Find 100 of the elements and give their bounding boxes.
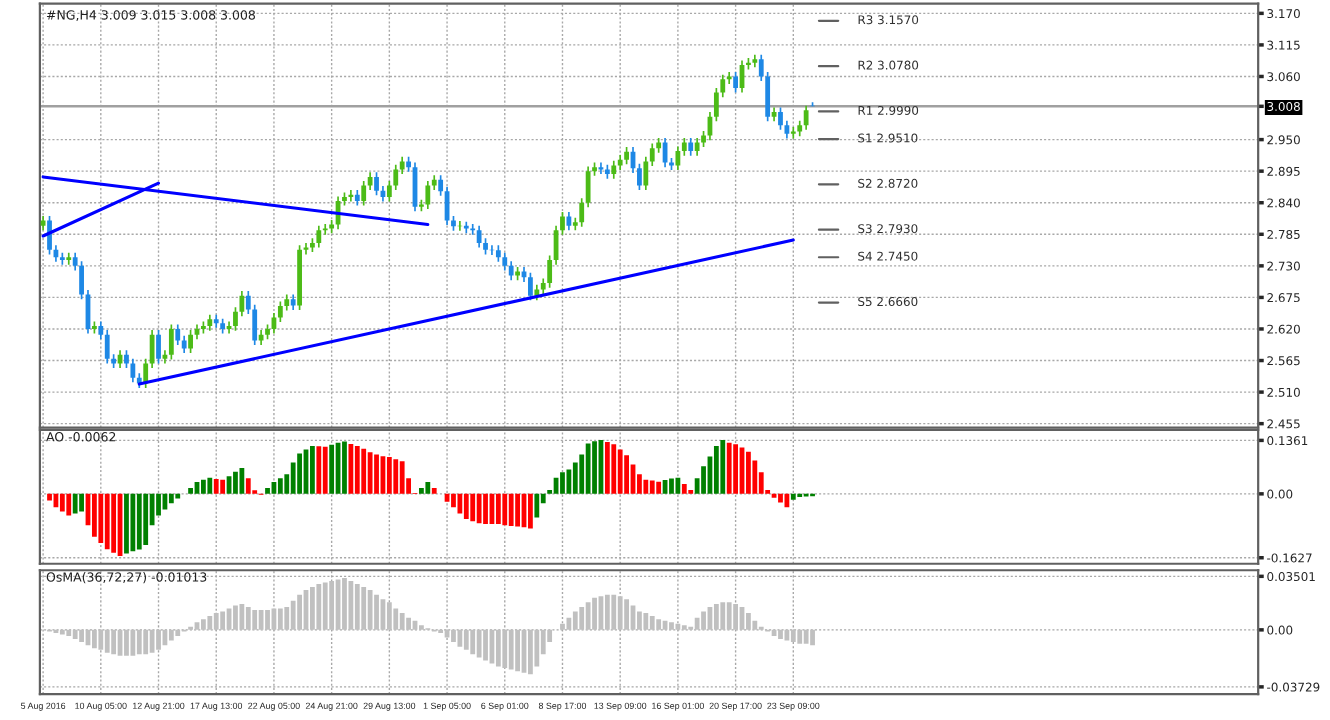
candlestick: [528, 271, 533, 302]
bar: [566, 469, 572, 494]
bar: [168, 629, 174, 641]
bar: [579, 606, 585, 630]
bar: [220, 479, 226, 494]
bar: [681, 484, 687, 494]
bar: [451, 629, 456, 643]
bar: [316, 584, 322, 630]
bar: [560, 623, 565, 630]
bar: [675, 623, 681, 630]
bar: [130, 493, 136, 552]
bar: [233, 605, 238, 630]
bar: [669, 622, 674, 630]
bar: [643, 613, 649, 630]
bar: [733, 603, 739, 630]
bar: [810, 629, 815, 646]
bar: [726, 442, 732, 494]
bar: [98, 493, 104, 543]
bar: [47, 493, 52, 501]
bar: [386, 456, 392, 494]
bar: [297, 594, 302, 630]
bar: [72, 493, 78, 514]
bar: [297, 453, 302, 494]
bar: [483, 629, 488, 661]
candlestick: [361, 180, 367, 207]
bar: [508, 493, 514, 527]
bar: [252, 609, 258, 630]
bar: [79, 493, 84, 512]
bar: [98, 629, 104, 650]
bar: [476, 493, 482, 524]
bar: [258, 609, 264, 630]
bar: [604, 594, 610, 630]
bar: [393, 459, 399, 494]
bar: [560, 472, 565, 494]
bar: [72, 629, 78, 640]
bar: [701, 611, 706, 630]
bar: [399, 461, 405, 494]
bar: [393, 608, 399, 630]
bar: [367, 590, 373, 630]
bar: [265, 609, 270, 630]
bar: [213, 613, 219, 630]
candlestick: [47, 215, 52, 256]
bar: [624, 599, 629, 630]
bar: [265, 487, 270, 494]
bar: [617, 449, 623, 494]
bar: [342, 441, 347, 494]
bar: [431, 487, 437, 494]
bar: [515, 629, 520, 672]
bar: [104, 493, 110, 550]
bar: [130, 629, 136, 656]
bar: [143, 493, 149, 545]
bar: [124, 629, 129, 656]
bar: [784, 629, 790, 641]
bar: [92, 493, 97, 537]
bar: [239, 467, 245, 494]
bar: [322, 582, 328, 630]
bar: [59, 629, 65, 635]
bar: [592, 597, 597, 630]
bar: [188, 487, 193, 494]
bar: [797, 629, 803, 644]
bar: [66, 629, 72, 636]
candlestick: [175, 323, 181, 346]
bar: [207, 477, 213, 494]
bar: [111, 493, 117, 553]
bar: [310, 445, 315, 494]
bar: [669, 478, 674, 494]
bar: [290, 600, 296, 630]
candlestick: [476, 224, 482, 249]
bar: [528, 493, 533, 529]
bar: [643, 479, 649, 494]
bar: [233, 471, 238, 494]
candlestick: [156, 329, 161, 365]
bar: [111, 629, 117, 655]
bar: [649, 480, 655, 494]
bar: [470, 629, 476, 655]
bar: [637, 611, 642, 630]
bar: [656, 619, 662, 630]
bar: [136, 629, 142, 655]
bar: [746, 451, 751, 494]
bar: [425, 482, 431, 494]
bar: [457, 493, 463, 514]
bar: [515, 493, 520, 527]
bar: [361, 448, 367, 494]
bar: [617, 596, 623, 630]
bar: [213, 478, 219, 494]
candlestick: [508, 260, 514, 282]
bar: [470, 493, 476, 522]
candlestick: [425, 180, 431, 210]
bar: [495, 493, 501, 525]
bar: [310, 587, 315, 630]
bar: [348, 580, 354, 630]
bar: [752, 460, 758, 494]
bar: [778, 493, 783, 503]
bar: [476, 629, 482, 658]
bar: [649, 616, 655, 630]
bar: [149, 629, 155, 653]
bar: [245, 606, 251, 630]
bar: [534, 629, 540, 667]
bar: [502, 629, 508, 669]
bar: [508, 629, 514, 670]
